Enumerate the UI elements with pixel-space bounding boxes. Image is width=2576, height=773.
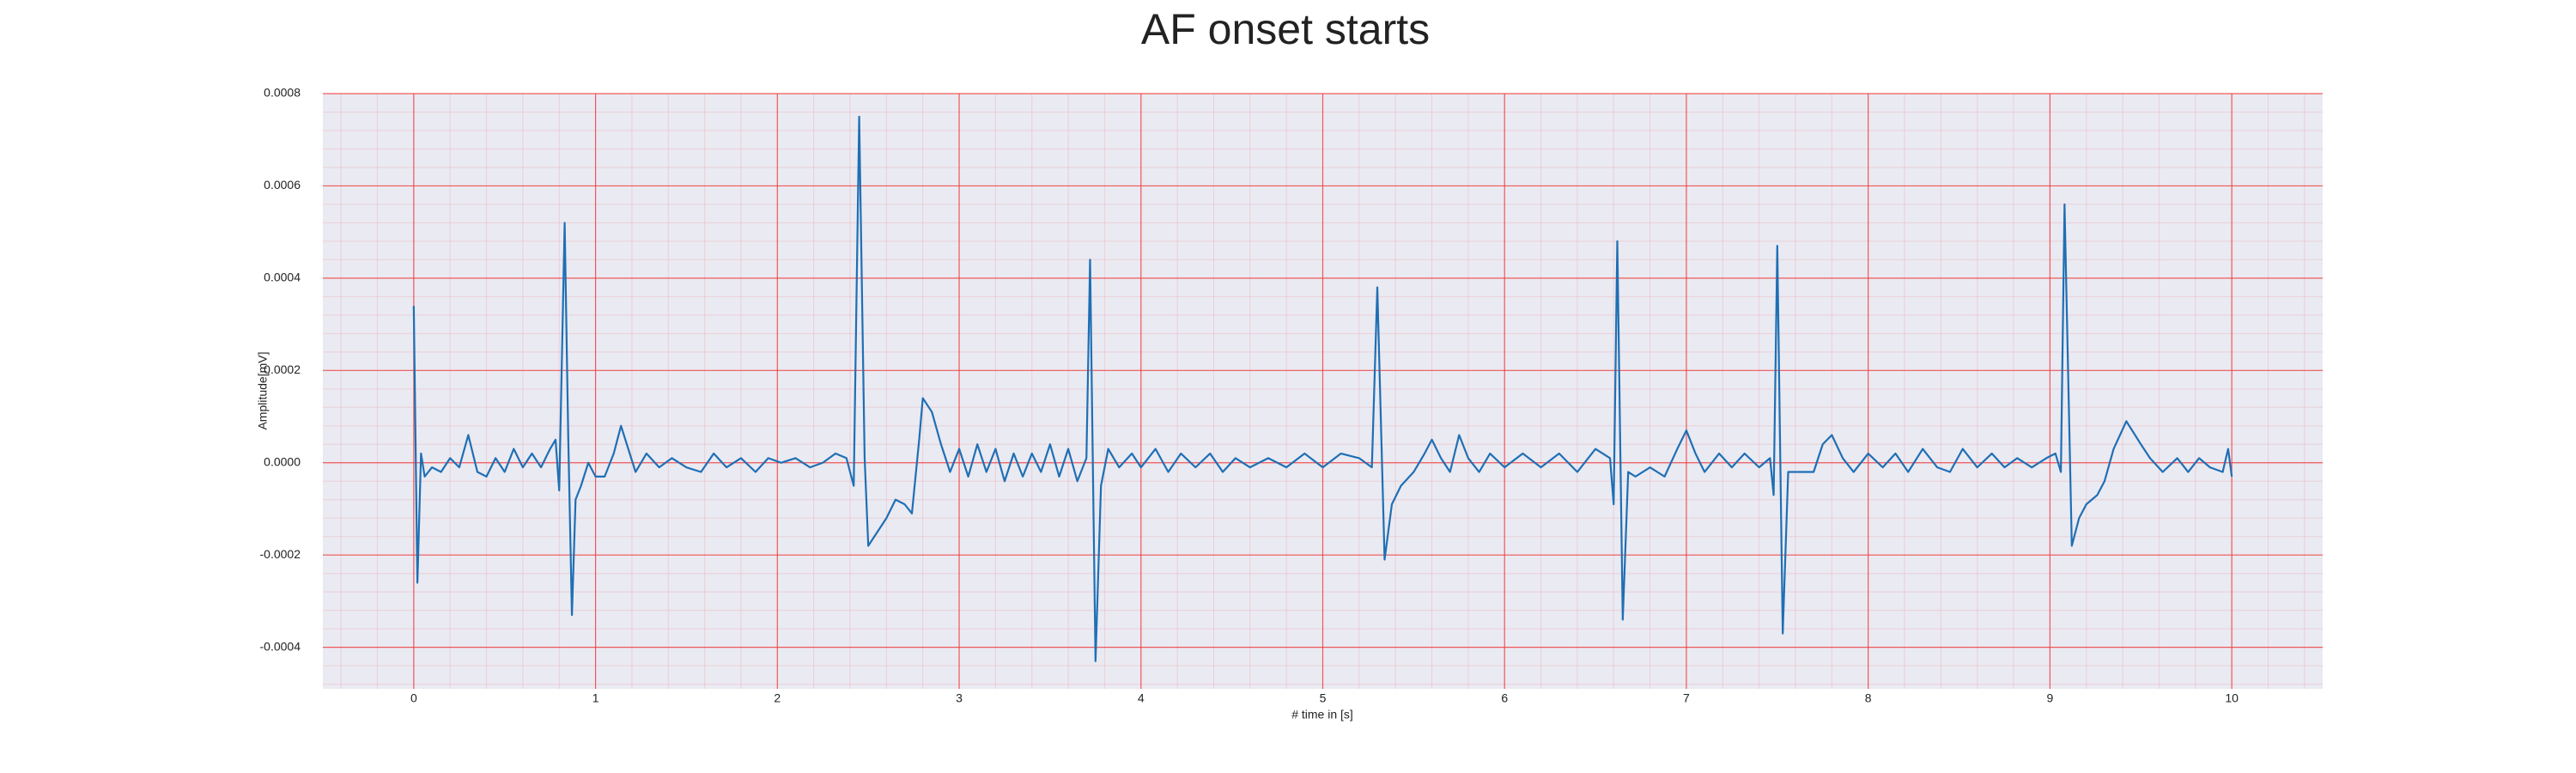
x-axis-label: # time in [s] [1291,708,1353,721]
y-tick-label: 0.0004 [264,271,301,284]
x-tick-label: 5 [1320,691,1327,705]
x-tick-label: 1 [592,691,599,705]
x-tick-label: 0 [410,691,417,705]
x-tick-label: 3 [956,691,963,705]
x-tick-label: 10 [2225,691,2239,705]
signal-line [412,115,2233,662]
y-tick-label: -0.0002 [260,547,301,561]
y-tick-label: 0.0000 [264,454,301,468]
x-tick-label: 7 [1683,691,1690,705]
y-tick-label: 0.0008 [264,86,301,100]
grid [323,93,2323,689]
y-tick-label: 0.0006 [264,178,301,192]
x-tick-label: 8 [1865,691,1872,705]
chart-title: AF onset starts [1141,5,1430,53]
x-tick-label: 6 [1501,691,1508,705]
x-tick-label: 4 [1138,691,1145,705]
y-tick-label: -0.0004 [260,639,301,653]
x-tick-label: 2 [774,691,781,705]
x-tick-label: 9 [2047,691,2054,705]
y-tick-label: 0.0002 [264,362,301,376]
y-axis-label: Amplitude[mV] [256,351,270,429]
